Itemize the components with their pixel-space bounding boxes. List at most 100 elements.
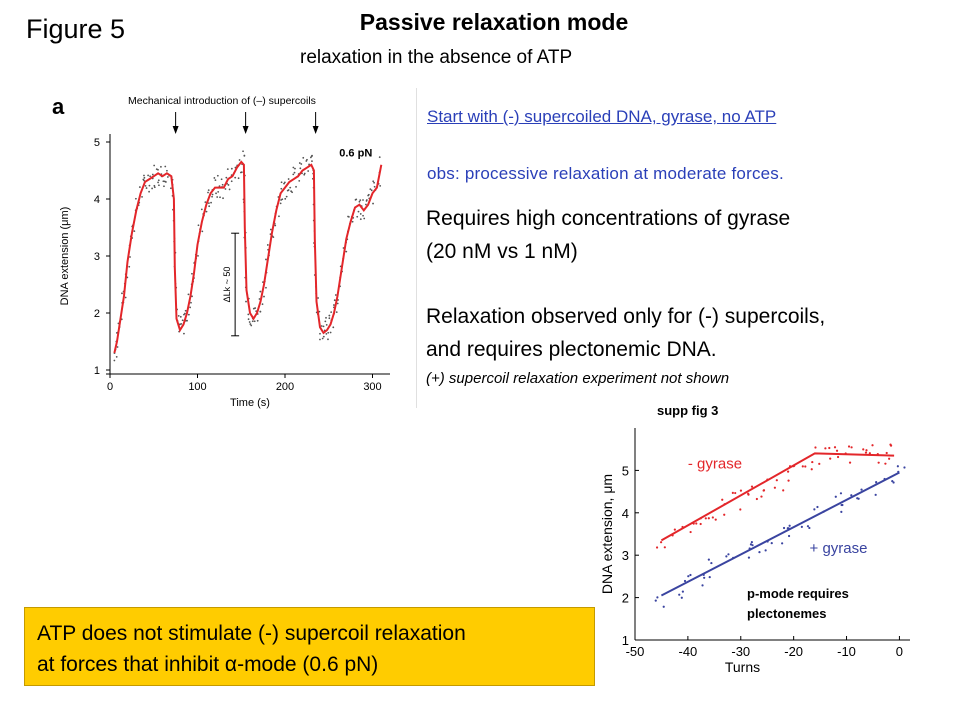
raw-point	[370, 189, 373, 192]
data-point-minus-gyrase	[824, 447, 827, 450]
raw-point	[177, 314, 180, 317]
raw-point	[221, 183, 224, 186]
raw-point	[305, 160, 308, 162]
raw-point	[226, 168, 229, 170]
raw-point	[116, 346, 119, 348]
data-point-plus-gyrase	[806, 525, 810, 528]
data-point-minus-gyrase	[868, 452, 871, 455]
raw-point	[373, 185, 376, 188]
raw-point	[191, 295, 193, 298]
x-tick-label-200: 200	[276, 381, 294, 393]
data-point-minus-gyrase	[888, 457, 891, 460]
raw-point	[281, 198, 284, 201]
data-point-plus-gyrase	[687, 575, 690, 578]
raw-point	[160, 165, 162, 168]
raw-point	[256, 319, 259, 322]
raw-point	[362, 199, 364, 201]
data-point-minus-gyrase	[787, 479, 790, 482]
raw-point	[280, 181, 283, 184]
raw-point	[204, 201, 207, 204]
data-point-plus-gyrase	[808, 526, 811, 530]
raw-point	[261, 303, 264, 306]
raw-point	[227, 184, 230, 186]
raw-point	[317, 297, 320, 299]
slide-title: Passive relaxation mode	[0, 9, 960, 36]
raw-point	[157, 181, 159, 184]
raw-point	[216, 196, 219, 198]
data-point-minus-gyrase	[818, 462, 821, 465]
y-tick-label-4: 4	[94, 194, 100, 206]
data-point-plus-gyrase	[701, 584, 704, 587]
chart-extension-vs-turns: 1 2 3 4 5 -50 -40 -30 -20 -10 0 Turns DNA extension,…	[600, 428, 910, 675]
raw-point	[365, 203, 367, 206]
raw-point	[157, 179, 160, 182]
data-point-plus-gyrase	[841, 503, 844, 507]
intro-link[interactable]: Start with (-) supercoiled DNA, gyrase, …	[427, 107, 777, 126]
data-point-minus-gyrase	[786, 470, 790, 473]
data-point-minus-gyrase	[865, 449, 868, 452]
data-point-minus-gyrase	[739, 508, 742, 511]
data-point-plus-gyrase	[689, 573, 692, 577]
data-point-plus-gyrase	[703, 576, 706, 579]
raw-point	[200, 208, 203, 211]
data-point-minus-gyrase	[747, 492, 750, 495]
data-point-minus-gyrase	[847, 445, 851, 448]
data-point-minus-gyrase	[663, 546, 666, 549]
raw-point	[280, 187, 283, 190]
raw-point	[141, 196, 143, 198]
delta-lk-label: ΔLk ~ 50	[222, 267, 232, 303]
raw-point	[249, 323, 252, 325]
raw-point	[225, 176, 228, 179]
raw-point	[298, 179, 301, 182]
raw-point	[216, 174, 219, 177]
raw-point	[324, 320, 327, 323]
raw-point	[279, 202, 282, 205]
data-point-minus-gyrase	[723, 513, 726, 516]
raw-point	[207, 191, 209, 194]
raw-point	[217, 190, 220, 193]
raw-point	[245, 300, 247, 303]
arrow-head-2	[312, 126, 319, 134]
raw-point	[319, 332, 321, 335]
raw-point	[186, 319, 188, 322]
raw-point	[303, 172, 306, 175]
y-tick-label-5: 5	[622, 463, 629, 478]
raw-point	[307, 170, 310, 172]
data-point-minus-gyrase	[714, 518, 717, 521]
raw-point	[335, 311, 338, 314]
data-point-plus-gyrase	[750, 540, 753, 544]
raw-point	[320, 325, 323, 327]
raw-point	[292, 173, 295, 176]
data-point-plus-gyrase	[683, 579, 687, 583]
raw-point	[322, 335, 325, 338]
raw-point	[247, 313, 250, 316]
raw-point	[205, 210, 208, 213]
plus-supercoil-note: (+) supercoil relaxation experiment not …	[426, 370, 730, 387]
raw-point	[265, 258, 267, 261]
data-point-minus-gyrase	[655, 546, 659, 549]
data-point-plus-gyrase	[813, 508, 816, 511]
relaxation-line-2: and requires plectonemic DNA.	[426, 338, 717, 361]
raw-point	[208, 205, 211, 208]
raw-point	[166, 169, 168, 172]
raw-point	[169, 187, 172, 190]
raw-point	[362, 214, 364, 217]
data-point-minus-gyrase	[811, 460, 814, 464]
raw-point	[369, 188, 372, 191]
raw-point	[153, 186, 156, 189]
data-point-plus-gyrase	[782, 526, 786, 530]
data-point-minus-gyrase	[689, 530, 692, 534]
raw-point	[332, 304, 335, 306]
observation-text: obs: processive relaxation at moderate f…	[427, 164, 784, 183]
raw-point	[272, 236, 275, 239]
raw-point	[128, 265, 131, 268]
raw-point	[211, 193, 214, 196]
raw-point	[224, 188, 227, 190]
raw-point	[237, 177, 240, 180]
raw-point	[359, 213, 362, 215]
data-point-minus-gyrase	[739, 489, 743, 492]
raw-point	[329, 331, 332, 334]
raw-point	[292, 166, 295, 169]
raw-point	[189, 306, 192, 309]
data-point-minus-gyrase	[848, 461, 852, 464]
